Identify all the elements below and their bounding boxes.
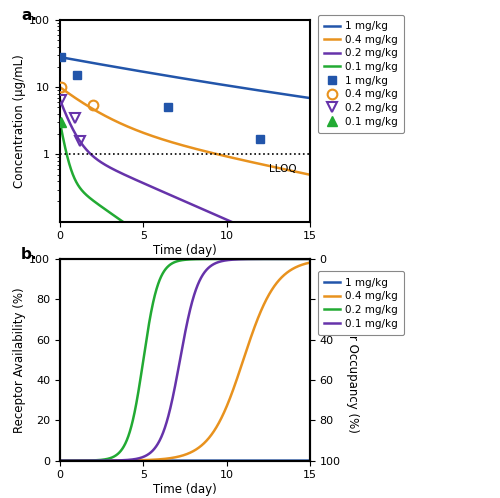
Text: b.: b.	[21, 247, 38, 262]
X-axis label: Time (day): Time (day)	[153, 244, 217, 257]
Legend: 1 mg/kg, 0.4 mg/kg, 0.2 mg/kg, 0.1 mg/kg, 1 mg/kg, 0.4 mg/kg, 0.2 mg/kg, 0.1 mg/: 1 mg/kg, 0.4 mg/kg, 0.2 mg/kg, 0.1 mg/kg…	[318, 15, 404, 133]
Text: a.: a.	[21, 8, 37, 23]
Y-axis label: Receptor Occupancy (%): Receptor Occupancy (%)	[346, 287, 360, 433]
Y-axis label: Receptor Availability (%): Receptor Availability (%)	[14, 287, 26, 433]
Text: LLOQ: LLOQ	[269, 164, 296, 174]
X-axis label: Time (day): Time (day)	[153, 483, 217, 496]
Legend: 1 mg/kg, 0.4 mg/kg, 0.2 mg/kg, 0.1 mg/kg: 1 mg/kg, 0.4 mg/kg, 0.2 mg/kg, 0.1 mg/kg	[318, 271, 404, 335]
Y-axis label: Concentration (µg/mL): Concentration (µg/mL)	[14, 54, 26, 188]
